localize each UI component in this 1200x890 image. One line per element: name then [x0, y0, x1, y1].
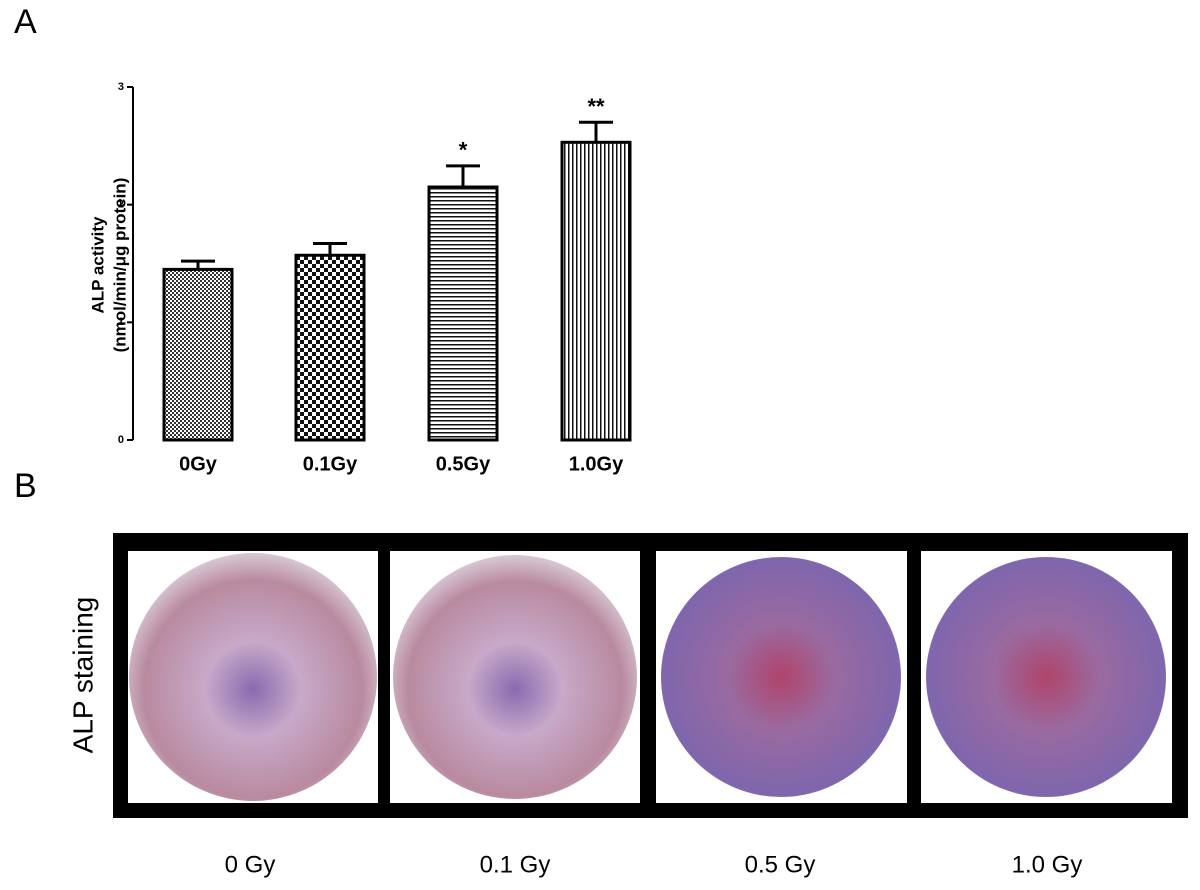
image-label: 0.1 Gy	[480, 851, 551, 878]
row-label: ALP staining	[67, 597, 98, 754]
image-label: 0.5 Gy	[745, 851, 816, 878]
y-axis-label: ALP activity (nmol/min/μg protein)	[88, 178, 129, 353]
y-tick-label: 2	[118, 199, 124, 211]
image-label: 1.0 Gy	[1012, 851, 1083, 878]
bar	[294, 253, 366, 442]
significance: **	[587, 94, 605, 119]
y-tick-label: 1	[118, 316, 124, 328]
y-axis-label-line: ALP activity	[88, 216, 107, 314]
dish	[926, 557, 1166, 797]
significance: *	[459, 138, 468, 163]
panel-label: A	[14, 3, 37, 41]
x-tick-label: 0Gy	[179, 453, 218, 475]
panel-label: B	[14, 467, 37, 505]
y-tick-label: 0	[118, 434, 124, 446]
x-tick-label: 0.1Gy	[303, 453, 358, 475]
y-tick-label: 3	[118, 81, 124, 93]
image-label: 0 Gy	[225, 851, 276, 878]
dish	[393, 555, 637, 799]
bar	[560, 140, 632, 442]
bar	[427, 185, 499, 442]
dish	[661, 557, 901, 797]
x-tick-label: 0.5Gy	[436, 453, 491, 475]
dish	[129, 553, 377, 801]
x-tick-label: 1.0Gy	[569, 453, 624, 475]
bar	[162, 267, 234, 442]
y-axis-label-line: (nmol/min/μg protein)	[110, 178, 129, 353]
